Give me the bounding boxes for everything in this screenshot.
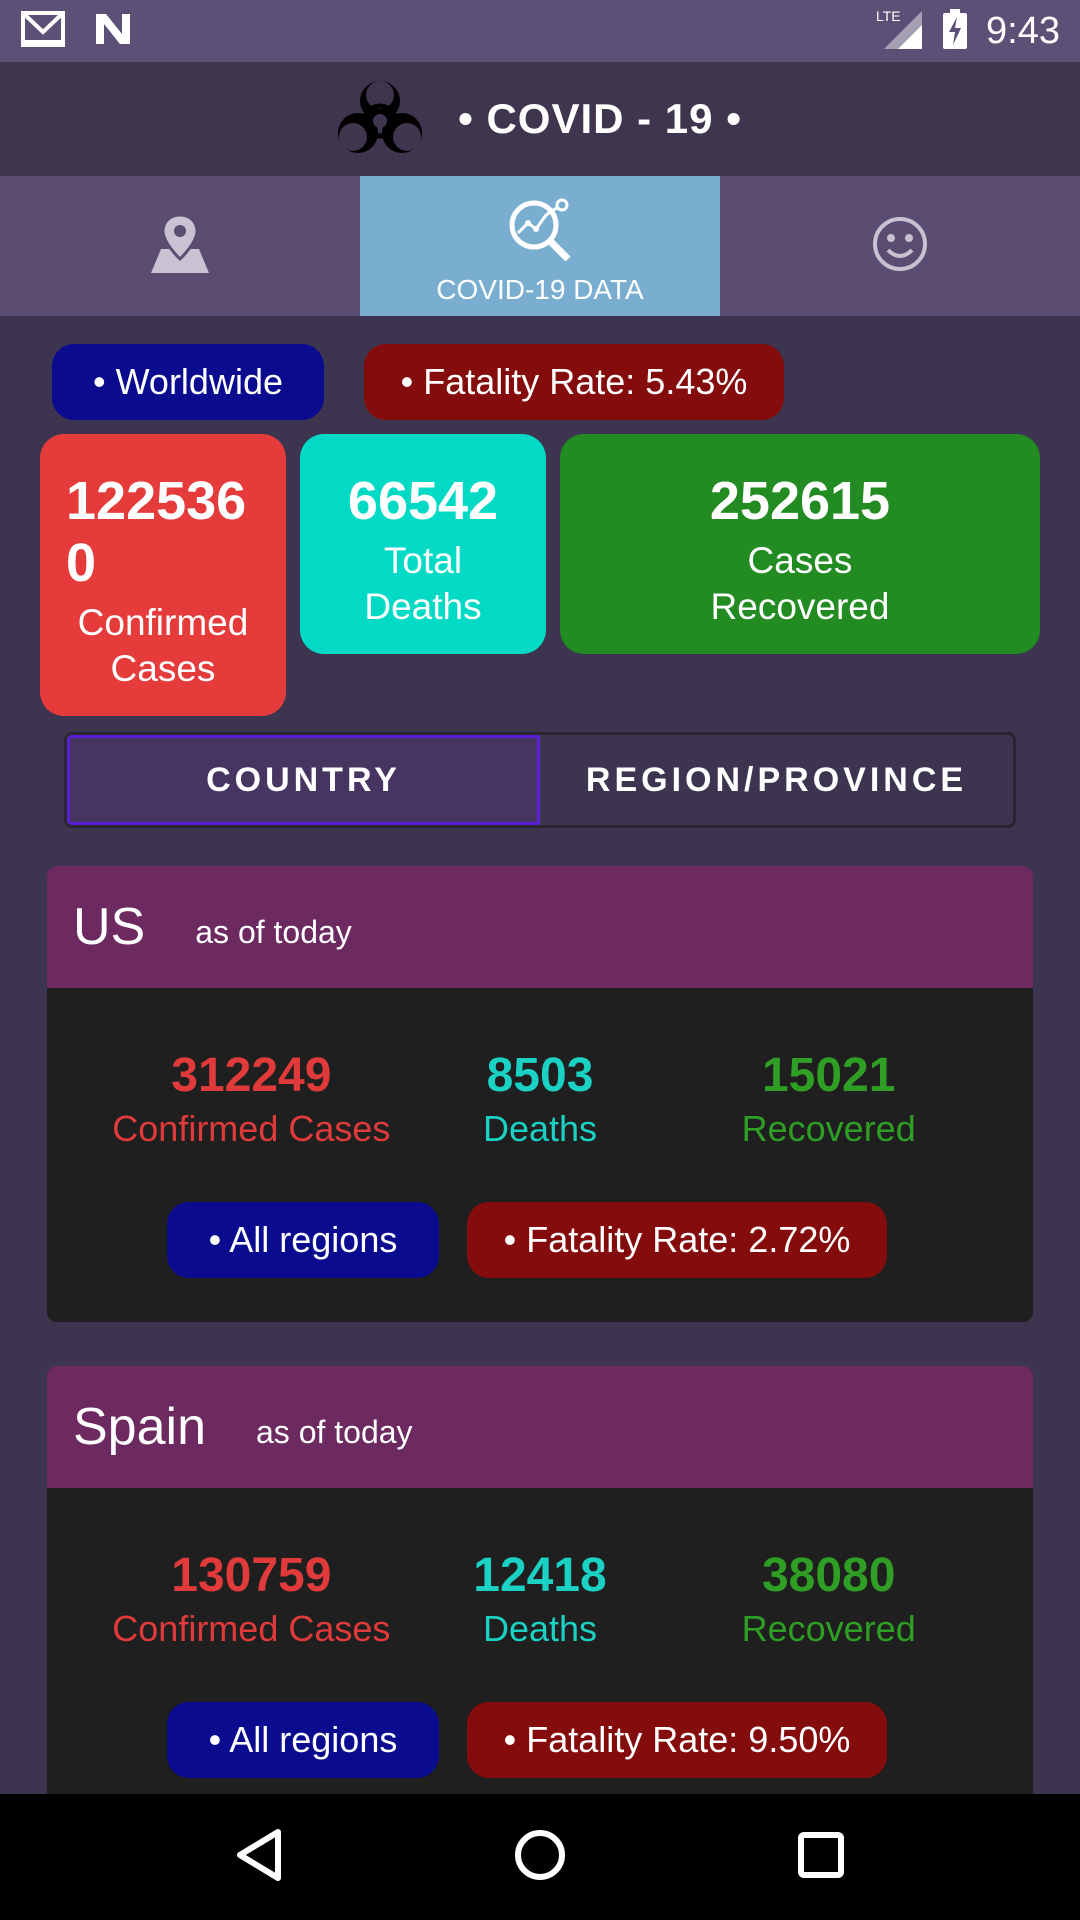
home-icon[interactable] bbox=[513, 1828, 567, 1887]
app-bar: • COVID - 19 • bbox=[0, 62, 1080, 176]
tab-map[interactable] bbox=[0, 176, 360, 316]
smiley-icon bbox=[872, 216, 928, 277]
map-pin-icon bbox=[147, 212, 213, 280]
data-search-icon bbox=[506, 197, 574, 268]
gmail-notification-icon bbox=[20, 10, 66, 53]
back-icon[interactable] bbox=[234, 1828, 284, 1887]
worldwide-recovered-card: 252615 Cases Recovered bbox=[560, 434, 1040, 654]
deaths-value: 8503 bbox=[486, 1049, 594, 1102]
worldwide-deaths-card: 66542 Total Deaths bbox=[300, 434, 546, 654]
worldwide-deaths-value: 66542 bbox=[347, 471, 499, 531]
biohazard-icon bbox=[338, 77, 423, 162]
worldwide-confirmed-value-wrap: 0 bbox=[66, 533, 97, 593]
country-badges: • All regions • Fatality Rate: 9.50% bbox=[47, 1654, 1033, 1794]
country-stats: 312249 Confirmed Cases 8503 Deaths 15021… bbox=[47, 988, 1033, 1154]
deaths-label: Deaths bbox=[482, 1608, 598, 1649]
deaths-label: Deaths bbox=[482, 1108, 598, 1149]
recovered-stat: 15021 Recovered bbox=[684, 1048, 973, 1154]
confirmed-stat: 312249 Confirmed Cases bbox=[107, 1048, 396, 1154]
recovered-value: 15021 bbox=[761, 1049, 896, 1102]
worldwide-recovered-value: 252615 bbox=[709, 471, 891, 531]
app-title: • COVID - 19 • bbox=[458, 95, 742, 142]
confirmed-value: 130759 bbox=[171, 1549, 332, 1602]
worldwide-deaths-label-2: Deaths bbox=[364, 586, 482, 627]
worldwide-confirmed-label: Confirmed bbox=[77, 602, 249, 643]
all-regions-button[interactable]: • All regions bbox=[167, 1702, 439, 1778]
worldwide-confirmed-card: 122536 0 Confirmed Cases bbox=[40, 434, 286, 716]
battery-charging-icon bbox=[942, 8, 968, 54]
worldwide-recovered-label: Cases bbox=[747, 540, 853, 581]
as-of-label: as of today bbox=[256, 1413, 413, 1450]
region-toggle-button[interactable]: REGION/PROVINCE bbox=[585, 760, 968, 799]
all-regions-button[interactable]: • All regions bbox=[167, 1202, 439, 1278]
worldwide-fatality-badge: • Fatality Rate: 5.43% bbox=[364, 344, 784, 420]
country-name: Spain bbox=[73, 1398, 206, 1456]
fatality-rate-badge: • Fatality Rate: 2.72% bbox=[467, 1202, 887, 1278]
n-notification-icon bbox=[92, 12, 134, 51]
navigation-bar bbox=[0, 1794, 1080, 1920]
recovered-stat: 38080 Recovered bbox=[684, 1548, 973, 1654]
lte-signal-icon: LTE bbox=[876, 7, 924, 56]
status-bar: LTE 9:43 bbox=[0, 0, 1080, 62]
worldwide-badge: • Worldwide bbox=[52, 344, 324, 420]
country-toggle-button[interactable]: COUNTRY bbox=[67, 735, 540, 825]
country-badges: • All regions • Fatality Rate: 2.72% bbox=[47, 1154, 1033, 1314]
tab-bar: COVID-19 DATA bbox=[0, 176, 1080, 316]
worldwide-confirmed-value: 122536 bbox=[66, 471, 247, 531]
worldwide-confirmed-label-2: Cases bbox=[110, 648, 216, 689]
tab-feelings[interactable] bbox=[720, 176, 1080, 316]
recovered-label: Recovered bbox=[741, 1608, 916, 1649]
clock: 9:43 bbox=[986, 9, 1060, 52]
network-type-label: LTE bbox=[876, 8, 901, 24]
tab-covid-data-label: COVID-19 DATA bbox=[436, 274, 644, 305]
recovered-label: Recovered bbox=[741, 1108, 916, 1149]
confirmed-value: 312249 bbox=[171, 1049, 332, 1102]
country-stats: 130759 Confirmed Cases 12418 Deaths 3808… bbox=[47, 1488, 1033, 1654]
country-card-header: Spain as of today bbox=[47, 1366, 1033, 1488]
worldwide-deaths-label: Total bbox=[383, 540, 463, 581]
country-region-toggle: COUNTRY REGION/PROVINCE bbox=[64, 732, 1016, 828]
country-name: US bbox=[73, 898, 146, 956]
as-of-label: as of today bbox=[195, 913, 352, 950]
deaths-value: 12418 bbox=[473, 1549, 607, 1602]
tab-covid-data[interactable]: COVID-19 DATA bbox=[360, 176, 720, 316]
country-card-spain[interactable]: Spain as of today 130759 Confirmed Cases… bbox=[47, 1366, 1033, 1794]
country-card-us[interactable]: US as of today 312249 Confirmed Cases 85… bbox=[47, 866, 1033, 1322]
confirmed-stat: 130759 Confirmed Cases bbox=[107, 1548, 396, 1654]
worldwide-recovered-label-2: Recovered bbox=[710, 586, 890, 627]
fatality-rate-badge: • Fatality Rate: 9.50% bbox=[467, 1702, 887, 1778]
confirmed-label: Confirmed Cases bbox=[112, 1108, 391, 1149]
deaths-stat: 8503 Deaths bbox=[396, 1048, 685, 1154]
recents-icon[interactable] bbox=[796, 1830, 846, 1885]
confirmed-label: Confirmed Cases bbox=[112, 1608, 391, 1649]
recovered-value: 38080 bbox=[761, 1549, 896, 1602]
country-card-header: US as of today bbox=[47, 866, 1033, 988]
deaths-stat: 12418 Deaths bbox=[396, 1548, 685, 1654]
